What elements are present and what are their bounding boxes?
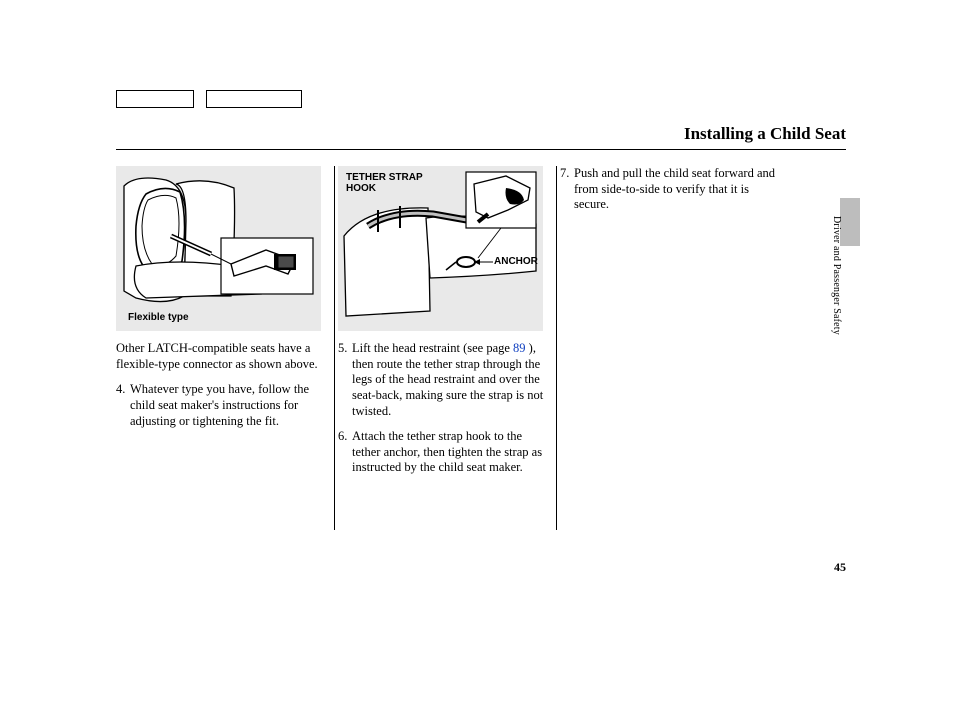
child-seat-flexible-illustration bbox=[116, 166, 321, 331]
step-5-text: Lift the head restraint (see page 89 ), … bbox=[352, 341, 543, 418]
column-1: Flexible type Other LATCH-compatible sea… bbox=[116, 166, 338, 476]
figure-tether-strap: TETHER STRAP HOOK ANCHOR bbox=[338, 166, 543, 331]
page-link-89[interactable]: 89 bbox=[513, 341, 526, 355]
content-columns: Flexible type Other LATCH-compatible sea… bbox=[116, 166, 776, 476]
step-4: 4. Whatever type you have, follow the ch… bbox=[116, 382, 322, 429]
page-title: Installing a Child Seat bbox=[684, 124, 846, 144]
step-6: 6. Attach the tether strap hook to the t… bbox=[338, 429, 544, 476]
side-tab-indicator bbox=[840, 198, 860, 246]
figure-caption-flexible: Flexible type bbox=[128, 312, 189, 323]
para-latch-description: Other LATCH-compatible seats have a flex… bbox=[116, 341, 322, 372]
step-7-number: 7. bbox=[560, 166, 569, 182]
step-5: 5. Lift the head restraint (see page 89 … bbox=[338, 341, 544, 419]
column-divider-1 bbox=[334, 166, 335, 530]
label-anchor: ANCHOR bbox=[494, 256, 538, 267]
label-tether-strap-hook: TETHER STRAP HOOK bbox=[346, 172, 423, 194]
figure-flexible-connector: Flexible type bbox=[116, 166, 321, 331]
page-number: 45 bbox=[834, 560, 846, 575]
section-label: Driver and Passenger Safety bbox=[831, 216, 842, 335]
step-4-number: 4. bbox=[116, 382, 125, 398]
step-7: 7. Push and pull the child seat forward … bbox=[560, 166, 776, 213]
placeholder-box-1 bbox=[116, 90, 194, 108]
column-2: TETHER STRAP HOOK ANCHOR 5. Lift the hea… bbox=[338, 166, 560, 476]
top-placeholder-boxes bbox=[116, 90, 302, 108]
title-row: Installing a Child Seat bbox=[116, 126, 846, 150]
step-4-text: Whatever type you have, follow the child… bbox=[130, 382, 309, 427]
step-6-number: 6. bbox=[338, 429, 347, 445]
page: Installing a Child Seat Driver and Passe… bbox=[0, 0, 954, 710]
step-6-text: Attach the tether strap hook to the teth… bbox=[352, 429, 542, 474]
step-7-text: Push and pull the child seat forward and… bbox=[574, 166, 775, 211]
column-3: 7. Push and pull the child seat forward … bbox=[560, 166, 776, 476]
column-divider-2 bbox=[556, 166, 557, 530]
step-5-number: 5. bbox=[338, 341, 347, 357]
placeholder-box-2 bbox=[206, 90, 302, 108]
